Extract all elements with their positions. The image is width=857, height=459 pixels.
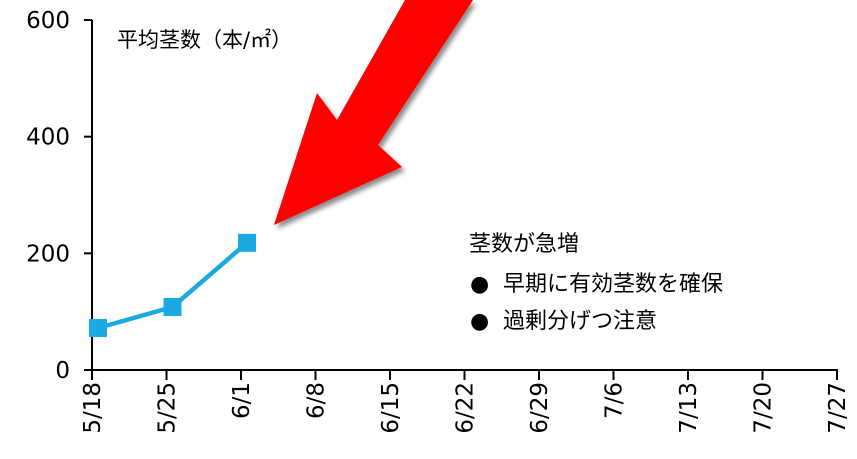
x-tick-label: 7/20 [751, 382, 777, 434]
annotation-heading: 茎数が急増 [469, 232, 579, 257]
y-ticks: 0 200 400 600 [26, 8, 92, 384]
x-tick-label: 6/8 [304, 382, 330, 419]
x-tick-label: 6/29 [527, 382, 553, 434]
x-tick-label: 7/13 [676, 382, 702, 434]
x-tick-label: 6/22 [453, 382, 479, 434]
y-tick-label: 200 [26, 241, 70, 267]
annotation-bullet-2: 過剰分げつ注意 [503, 309, 657, 334]
y-tick-label: 0 [55, 358, 70, 384]
x-tick-label: 6/15 [378, 382, 404, 434]
red-arrow-icon [274, 0, 473, 225]
y-tick-label: 400 [26, 125, 70, 151]
data-point [238, 233, 256, 252]
x-ticks: 5/18 5/25 6/1 6/8 6/15 6/22 6/29 7/6 7/13 7/20 7/2… [80, 370, 851, 434]
y-tick-label: 600 [26, 8, 70, 34]
y-axis-label: 平均茎数（本/㎡） [117, 28, 292, 52]
x-tick-label: 7/6 [602, 382, 628, 419]
series-layer [89, 233, 256, 337]
data-point [163, 298, 182, 316]
annotation: 茎数が急増 ● 早期に有効茎数を確保 ● 過剰分げつ注意 [469, 232, 723, 334]
data-point [89, 319, 107, 337]
bullet-icon: ● [470, 309, 489, 334]
x-tick-label: 5/25 [155, 382, 181, 434]
annotation-bullet-1: 早期に有効茎数を確保 [503, 272, 723, 297]
x-tick-label: 5/18 [80, 382, 106, 434]
bullet-icon: ● [470, 272, 489, 297]
axes [91, 20, 838, 371]
x-tick-label: 6/1 [229, 382, 255, 419]
x-tick-label: 7/27 [825, 382, 851, 434]
